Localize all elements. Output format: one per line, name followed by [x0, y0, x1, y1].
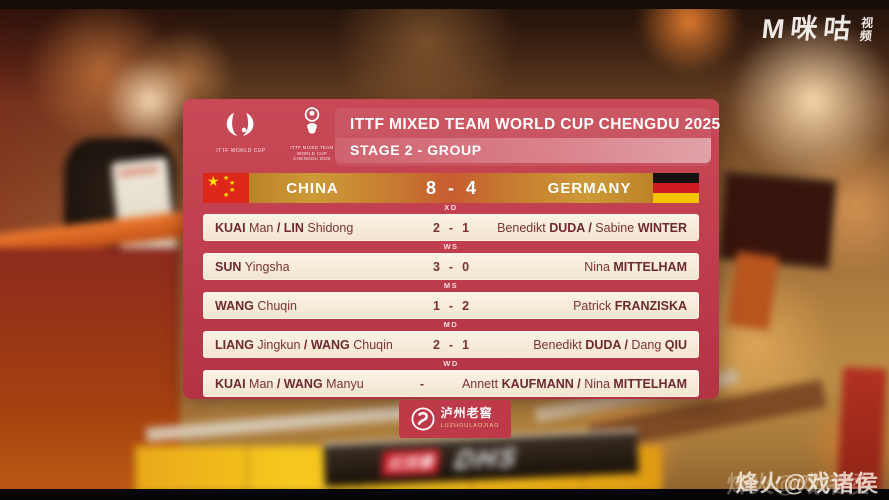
dhs-logo-text: DHS	[452, 442, 522, 476]
germany-flag-icon	[653, 173, 699, 203]
away-players: Nina MITTELHAM	[584, 259, 687, 274]
dhs-chinese-label: 红双喜	[380, 448, 441, 477]
event-logo-caption: ITTF MIXED TEAM WORLD CUP CHENGDU 2025	[290, 145, 334, 161]
row-score-sep: -	[448, 220, 454, 235]
home-team-name: CHINA	[286, 179, 339, 197]
letterbox-top	[0, 0, 889, 9]
match-score: -	[382, 377, 462, 391]
row-score-sep: -	[448, 298, 454, 313]
migu-logo-text: M咪咕	[760, 14, 859, 44]
away-players: Patrick FRANZISKA	[573, 298, 687, 313]
row-score-sep: -	[448, 337, 454, 352]
migu-video-logo: M咪咕 视 频	[761, 14, 875, 44]
home-score: 8	[425, 177, 436, 198]
match-score: 1 - 2	[411, 299, 491, 313]
event-label: XD	[444, 203, 458, 212]
event-label: WS	[443, 242, 459, 251]
china-flag-icon: ★ ★ ★ ★ ★	[203, 173, 249, 203]
away-players: Benedikt DUDA / Dang QIU	[533, 337, 687, 352]
sponsor-name-en: LUZHOULAOJIAO	[440, 422, 500, 429]
home-players: LIANG Jingkun / WANG Chuqin	[215, 337, 393, 352]
event-label: MD	[443, 320, 459, 329]
match-row: LIANG Jingkun / WANG Chuqin 2 - 1 Benedi…	[203, 331, 699, 358]
match-group: MS WANG Chuqin 1 - 2 Patrick FRANZISKA	[203, 281, 699, 319]
tournament-title: ITTF MIXED TEAM WORLD CUP CHENGDU 2025	[350, 116, 721, 133]
sponsor-name-cn: 泸州老窖	[440, 405, 493, 420]
event-player-icon	[304, 107, 320, 134]
match-row: WANG Chuqin 1 - 2 Patrick FRANZISKA	[203, 292, 699, 319]
overall-score: 8 - 4	[376, 178, 526, 199]
luzhou-laojiao-icon	[411, 407, 435, 431]
sponsor-plate: 泸州老窖 LUZHOULAOJIAO	[399, 400, 511, 438]
ittf-world-cup-logo: ITTF WORLD CUP	[209, 111, 273, 154]
match-row: SUN Yingsha 3 - 0 Nina MITTELHAM	[203, 253, 699, 280]
row-score-home: 2	[432, 220, 440, 235]
row-score-away: 0	[462, 259, 470, 274]
away-players: Benedikt DUDA / Sabine WINTER	[497, 220, 687, 235]
event-label: WD	[443, 359, 459, 368]
match-group: XD KUAI Man / LIN Shidong 2 - 1 Benedikt…	[203, 203, 699, 241]
row-score-home: 1	[432, 298, 440, 313]
match-row: KUAI Man / WANG Manyu - Annett KAUFMANN …	[203, 370, 699, 397]
row-score-sep: -	[419, 376, 425, 391]
match-score: 2 - 1	[411, 221, 491, 235]
match-group: WS SUN Yingsha 3 - 0 Nina MITTELHAM	[203, 242, 699, 280]
ittf-logo-caption: ITTF WORLD CUP	[216, 148, 266, 154]
led-scoreboard	[717, 171, 837, 269]
letterbox-bottom	[0, 489, 889, 500]
row-score-home: 2	[432, 337, 440, 352]
row-score-away: 1	[462, 220, 470, 235]
bokeh-light	[104, 56, 194, 146]
stage-label: STAGE 2 - GROUP	[335, 138, 711, 163]
row-score-away: 1	[462, 337, 470, 352]
event-label: MS	[443, 281, 459, 290]
row-score-sep: -	[448, 259, 454, 274]
match-group: MD LIANG Jingkun / WANG Chuqin 2 - 1 Ben…	[203, 320, 699, 358]
home-players: SUN Yingsha	[215, 259, 290, 274]
score-strip: CHINA 8 - 4 GERMANY	[249, 173, 653, 203]
away-players: Annett KAUFMANN / Nina MITTELHAM	[461, 376, 687, 391]
row-score-away: 2	[462, 298, 470, 313]
ittf-crest-icon	[226, 112, 254, 136]
result-panel: ITTF WORLD CUP ITTF MIXED TEAM WORLD CUP…	[183, 99, 721, 399]
watermark-text: 烽火@戏诸侯	[735, 470, 879, 496]
event-logo: ITTF MIXED TEAM WORLD CUP CHENGDU 2025	[283, 106, 341, 162]
title-block: ITTF MIXED TEAM WORLD CUP CHENGDU 2025 S…	[335, 108, 721, 166]
team-score-bar: ★ ★ ★ ★ ★ CHINA 8 - 4 GERMANY	[203, 173, 699, 203]
home-players: WANG Chuqin	[215, 298, 297, 313]
score-separator: -	[448, 177, 454, 198]
match-score: 2 - 1	[411, 338, 491, 352]
match-score: 3 - 0	[411, 260, 491, 274]
row-score-home: 3	[432, 259, 440, 274]
match-group: WD KUAI Man / WANG Manyu - Annett KAUFMA…	[203, 359, 699, 397]
home-players: KUAI Man / LIN Shidong	[215, 220, 354, 235]
away-score: 4	[466, 177, 477, 198]
away-team-name: GERMANY	[547, 179, 632, 197]
home-players: KUAI Man / WANG Manyu	[215, 376, 364, 391]
match-rows: XD KUAI Man / LIN Shidong 2 - 1 Benedikt…	[203, 203, 699, 398]
match-row: KUAI Man / LIN Shidong 2 - 1 Benedikt DU…	[203, 214, 699, 241]
